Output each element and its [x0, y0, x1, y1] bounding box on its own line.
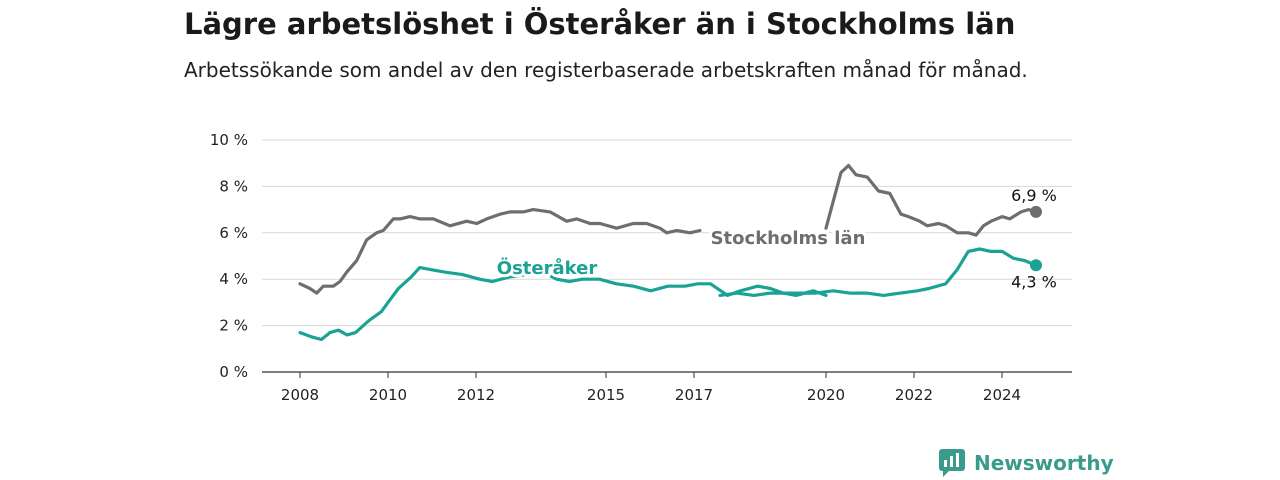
chart-subtitle: Arbetssökande som andel av den registerb…	[184, 58, 1028, 82]
series-name-halo: Österåker	[497, 257, 598, 279]
chart-title: Lägre arbetslöshet i Österåker än i Stoc…	[184, 7, 1016, 41]
y-tick-label: 0 %	[219, 363, 248, 381]
series-end-point	[1030, 259, 1042, 272]
series-lines	[298, 163, 1042, 342]
y-tick-label: 10 %	[210, 131, 248, 149]
y-tick-label: 2 %	[219, 317, 248, 335]
y-tick-label: 4 %	[219, 270, 248, 288]
x-tick-label: 2015	[587, 386, 625, 404]
end-value-label: 6,9 %	[1011, 186, 1057, 205]
y-tick-label: 6 %	[219, 224, 248, 242]
y-axis: 0 % 2 % 4 % 6 % 8 % 10 %	[210, 131, 248, 381]
x-tick-label: 2020	[807, 386, 845, 404]
grid-lines	[262, 139, 1072, 373]
series-end-point	[1030, 205, 1042, 218]
x-tick-label: 2024	[983, 386, 1021, 404]
y-tick-label: 8 %	[219, 177, 248, 195]
newsworthy-brand[interactable]: Newsworthy	[938, 448, 1114, 478]
x-tick-label: 2010	[369, 386, 407, 404]
x-axis: 2008 2010 2012 2015 2017 2020 2022 2024	[281, 372, 1021, 404]
x-tick-label: 2022	[895, 386, 933, 404]
newsworthy-logo-icon	[939, 449, 965, 477]
series-line-stockholms-lan	[298, 208, 702, 295]
x-tick-label: 2012	[457, 386, 495, 404]
x-tick-label: 2008	[281, 386, 319, 404]
series-name-label: Stockholms län	[711, 228, 866, 249]
x-tick-label: 2017	[675, 386, 713, 404]
series-line-osteraker	[718, 247, 1038, 297]
series-line-stockholms-lan	[824, 163, 1038, 237]
series-name-label: Österåker	[497, 257, 598, 279]
brand-name: Newsworthy	[974, 451, 1114, 475]
end-value-label: 4,3 %	[1011, 272, 1057, 291]
line-chart: 0 % 2 % 4 % 6 % 8 % 10 % 2008 2010 2012 2015 2017…	[210, 131, 1072, 404]
series-name-halo: Stockholms län	[711, 228, 866, 249]
